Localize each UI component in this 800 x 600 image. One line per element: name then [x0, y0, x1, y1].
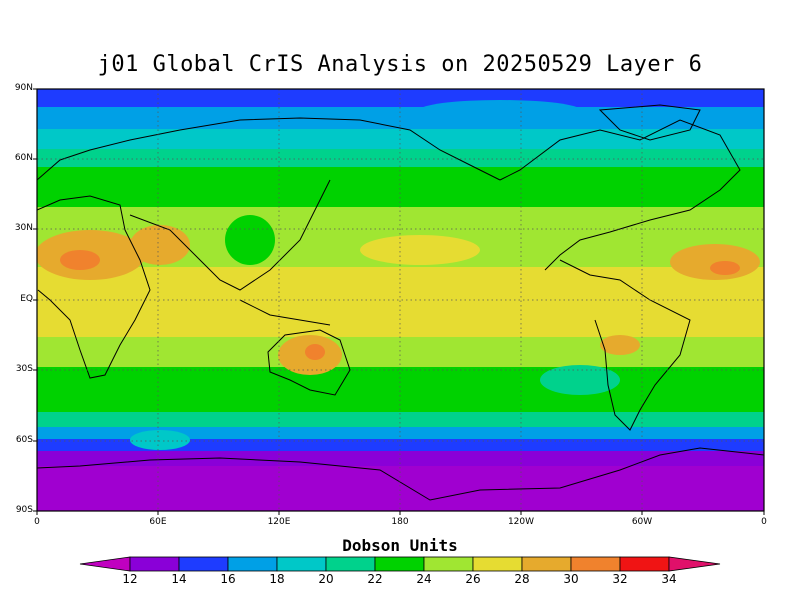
lon-label-60w: 60W [631, 517, 653, 527]
colorbar-tick-label: 14 [171, 572, 187, 586]
colorbar-below-arrow [79, 556, 131, 572]
colorbar-swatch [227, 556, 278, 572]
lon-label-120w: 120W [507, 517, 535, 527]
colorbar-tick-label: 30 [563, 572, 579, 586]
colorbar-tick-label: 32 [612, 572, 628, 586]
colorbar-swatch [423, 556, 474, 572]
lon-label-60e: 60E [149, 517, 167, 527]
map-title: j01 Global CrIS Analysis on 20250529 Lay… [97, 52, 703, 77]
lat-label-60n: 60N [14, 153, 33, 163]
colorbar-swatch [178, 556, 229, 572]
lon-label-0-east: 0 [761, 517, 767, 527]
colorbar-swatch [276, 556, 327, 572]
colorbar-swatch [619, 556, 670, 572]
colorbar-tick-label: 28 [514, 572, 530, 586]
colorbar-swatch [129, 556, 180, 572]
colorbar-tick-label: 24 [416, 572, 432, 586]
colorbar-swatch [374, 556, 425, 572]
lat-label-90n: 90N [14, 83, 33, 93]
colorbar-tick-label: 34 [661, 572, 677, 586]
lon-label-180: 180 [391, 517, 409, 527]
lon-label-120e: 120E [267, 517, 291, 527]
colorbar [79, 556, 721, 572]
colorbar-swatch [472, 556, 523, 572]
colorbar-swatch [325, 556, 376, 572]
colorbar-tick-label: 26 [465, 572, 481, 586]
lon-label-0: 0 [34, 517, 40, 527]
lat-label-90s: 90S [15, 505, 33, 515]
colorbar-title: Dobson Units [342, 536, 458, 555]
graticule [37, 89, 764, 511]
colorbar-tick-label: 12 [122, 572, 138, 586]
colorbar-swatch [521, 556, 572, 572]
lat-label-eq: EQ [20, 294, 33, 304]
colorbar-tick-label: 18 [269, 572, 285, 586]
lat-label-30n: 30N [14, 223, 33, 233]
colorbar-above-arrow [668, 556, 721, 572]
lat-label-60s: 60S [15, 435, 33, 445]
coastlines [37, 104, 764, 501]
colorbar-tick-label: 20 [318, 572, 334, 586]
colorbar-tick-label: 16 [220, 572, 236, 586]
colorbar-swatch [570, 556, 621, 572]
colorbar-tick-label: 22 [367, 572, 383, 586]
lat-label-30s: 30S [15, 364, 33, 374]
